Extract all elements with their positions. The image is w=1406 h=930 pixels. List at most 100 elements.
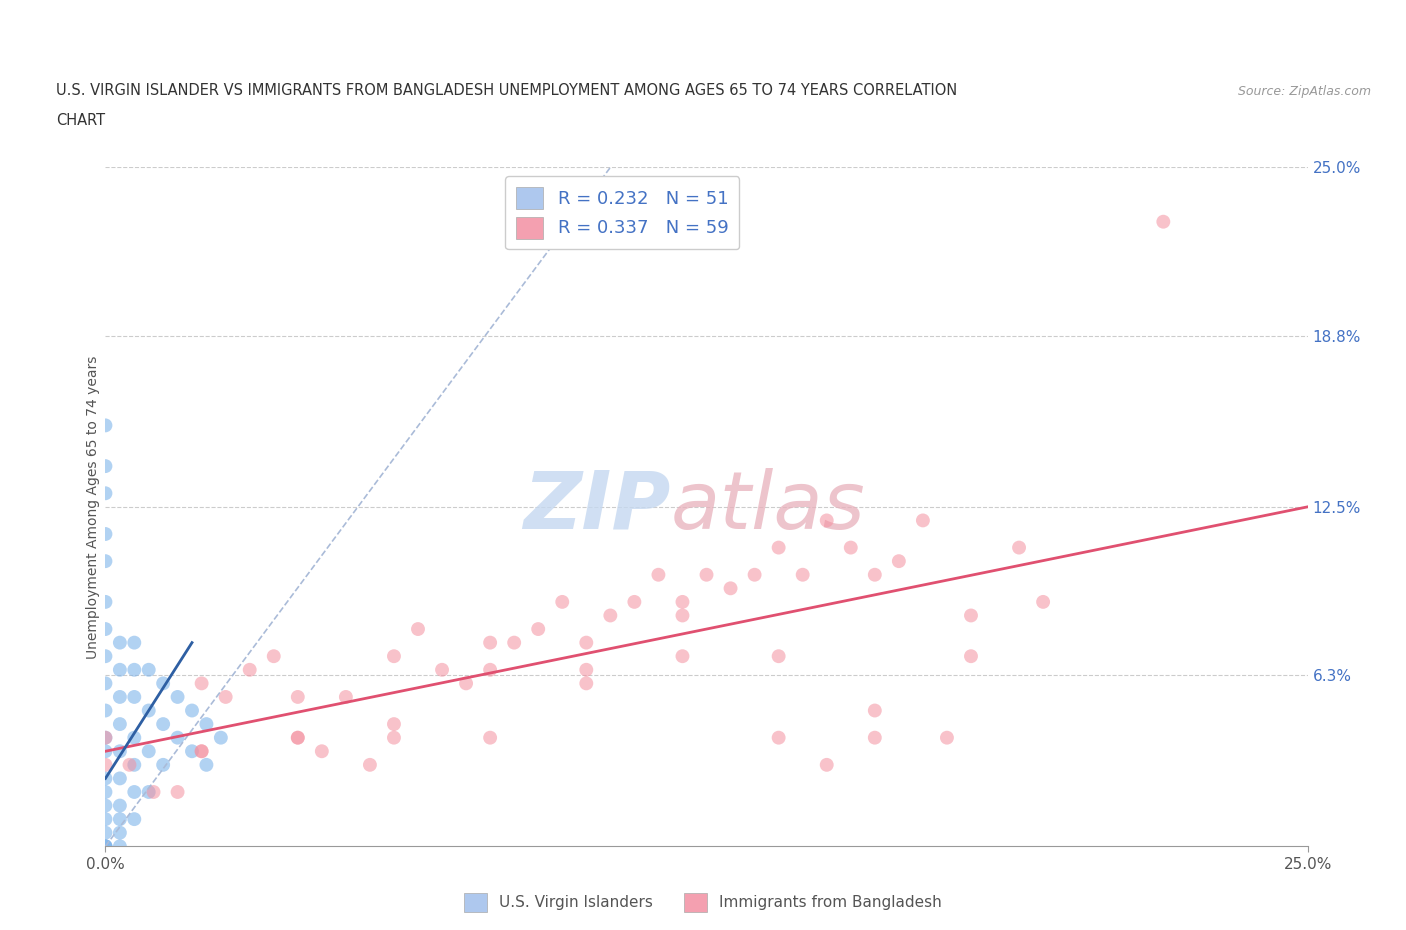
Point — [94, 458, 117, 473]
Point — [960, 608, 983, 623]
Point — [406, 621, 429, 636]
Point — [214, 689, 236, 704]
Point — [839, 540, 862, 555]
Point — [94, 730, 117, 745]
Point — [124, 785, 146, 800]
Point — [527, 621, 550, 636]
Point — [108, 771, 131, 786]
Point — [138, 785, 160, 800]
Point — [263, 649, 285, 664]
Point — [94, 703, 117, 718]
Point — [696, 567, 718, 582]
Point — [94, 418, 117, 432]
Point — [503, 635, 526, 650]
Point — [209, 730, 232, 745]
Point — [911, 513, 934, 528]
Legend: R = 0.232   N = 51, R = 0.337   N = 59: R = 0.232 N = 51, R = 0.337 N = 59 — [505, 177, 740, 249]
Point — [124, 757, 146, 772]
Point — [94, 526, 117, 541]
Point — [430, 662, 453, 677]
Point — [744, 567, 766, 582]
Point — [94, 553, 117, 568]
Point — [94, 839, 117, 854]
Point — [124, 812, 146, 827]
Point — [479, 730, 502, 745]
Point — [195, 757, 218, 772]
Point — [382, 730, 405, 745]
Point — [190, 744, 212, 759]
Point — [108, 744, 131, 759]
Point — [887, 553, 910, 568]
Point — [815, 757, 838, 772]
Point — [166, 730, 188, 745]
Point — [479, 662, 502, 677]
Point — [768, 540, 790, 555]
Point — [1032, 594, 1054, 609]
Text: ZIP: ZIP — [523, 468, 671, 546]
Point — [1008, 540, 1031, 555]
Point — [124, 662, 146, 677]
Point — [108, 825, 131, 840]
Point — [94, 744, 117, 759]
Point — [94, 757, 117, 772]
Point — [671, 649, 693, 664]
Point — [454, 676, 477, 691]
Point — [166, 689, 188, 704]
Point — [1152, 214, 1174, 229]
Legend: U.S. Virgin Islanders, Immigrants from Bangladesh: U.S. Virgin Islanders, Immigrants from B… — [458, 887, 948, 918]
Point — [94, 785, 117, 800]
Point — [479, 635, 502, 650]
Point — [138, 703, 160, 718]
Point — [124, 635, 146, 650]
Point — [190, 744, 212, 759]
Point — [599, 608, 621, 623]
Point — [94, 839, 117, 854]
Point — [152, 676, 174, 691]
Text: atlas: atlas — [671, 468, 865, 546]
Point — [647, 567, 669, 582]
Point — [960, 649, 983, 664]
Point — [94, 771, 117, 786]
Text: Source: ZipAtlas.com: Source: ZipAtlas.com — [1237, 85, 1371, 98]
Point — [94, 676, 117, 691]
Point — [181, 703, 204, 718]
Point — [575, 662, 598, 677]
Point — [335, 689, 357, 704]
Point — [166, 785, 188, 800]
Point — [287, 730, 309, 745]
Point — [863, 703, 886, 718]
Point — [575, 676, 598, 691]
Point — [138, 662, 160, 677]
Point — [382, 649, 405, 664]
Point — [671, 608, 693, 623]
Point — [287, 689, 309, 704]
Point — [94, 839, 117, 854]
Point — [152, 717, 174, 732]
Point — [768, 730, 790, 745]
Point — [936, 730, 959, 745]
Point — [671, 594, 693, 609]
Point — [768, 649, 790, 664]
Point — [863, 567, 886, 582]
Point — [359, 757, 381, 772]
Point — [152, 757, 174, 772]
Point — [792, 567, 814, 582]
Text: CHART: CHART — [56, 113, 105, 128]
Point — [94, 798, 117, 813]
Point — [124, 689, 146, 704]
Point — [311, 744, 333, 759]
Point — [94, 594, 117, 609]
Point — [575, 635, 598, 650]
Point — [108, 717, 131, 732]
Point — [94, 730, 117, 745]
Point — [94, 485, 117, 500]
Point — [94, 649, 117, 664]
Point — [108, 662, 131, 677]
Point — [863, 730, 886, 745]
Point — [108, 839, 131, 854]
Point — [94, 812, 117, 827]
Point — [108, 689, 131, 704]
Point — [108, 798, 131, 813]
Point — [382, 717, 405, 732]
Point — [138, 744, 160, 759]
